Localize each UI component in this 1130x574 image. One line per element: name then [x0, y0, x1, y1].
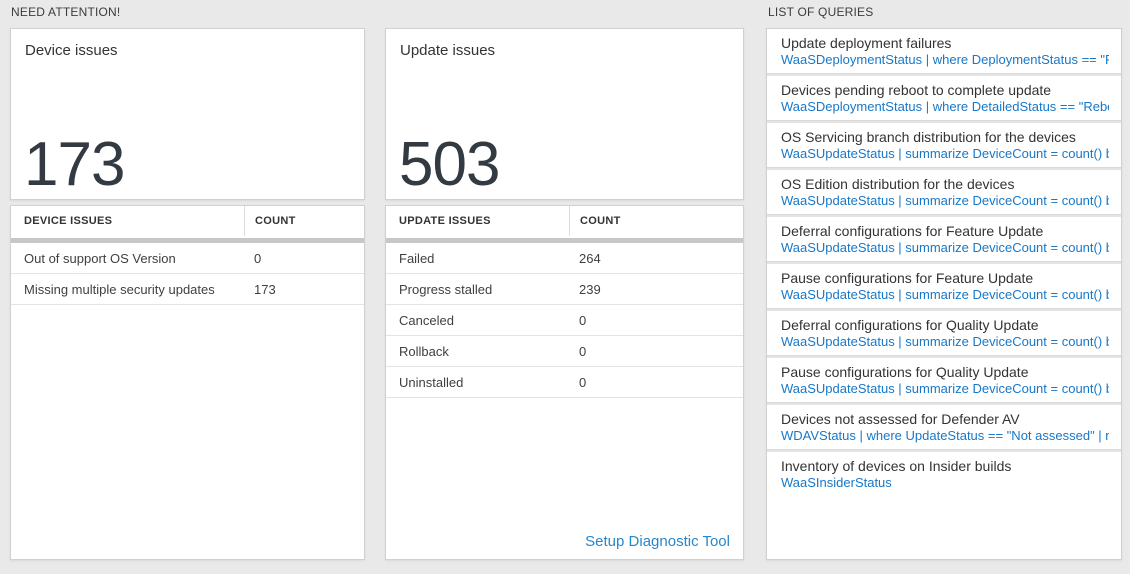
query-list-entry: Devices pending reboot to complete updat…: [767, 76, 1121, 123]
query-list-item[interactable]: Devices not assessed for Defender AV WDA…: [767, 405, 1121, 449]
query-text: WaaSUpdateStatus | summarize DeviceCount…: [781, 146, 1109, 161]
divider: [767, 261, 1121, 264]
device-issues-table-body: Out of support OS Version 0 Missing mult…: [11, 243, 364, 305]
table-row[interactable]: Failed 264: [386, 243, 743, 274]
query-text: WaaSUpdateStatus | summarize DeviceCount…: [781, 381, 1109, 396]
update-issues-column-header: UPDATE ISSUES: [399, 215, 491, 227]
device-issues-title: Device issues: [25, 42, 118, 59]
row-count: 0: [254, 250, 262, 266]
query-list: Update deployment failures WaaSDeploymen…: [767, 29, 1121, 559]
table-row[interactable]: Missing multiple security updates 173: [11, 274, 364, 305]
query-list-item[interactable]: Pause configurations for Feature Update …: [767, 264, 1121, 308]
table-header-separator: [386, 238, 743, 243]
table-row[interactable]: Uninstalled 0: [386, 367, 743, 398]
table-row[interactable]: Progress stalled 239: [386, 274, 743, 305]
query-list-item[interactable]: OS Servicing branch distribution for the…: [767, 123, 1121, 167]
query-title: Devices pending reboot to complete updat…: [781, 82, 1052, 98]
query-list-entry: Update deployment failures WaaSDeploymen…: [767, 29, 1121, 76]
query-list-entry: Devices not assessed for Defender AV WDA…: [767, 405, 1121, 452]
table-header-separator: [11, 238, 364, 243]
query-title: Devices not assessed for Defender AV: [781, 411, 1020, 427]
row-label: Failed: [399, 250, 435, 266]
query-title: Inventory of devices on Insider builds: [781, 458, 1012, 474]
query-list-item[interactable]: Devices pending reboot to complete updat…: [767, 76, 1121, 120]
row-label: Rollback: [399, 343, 449, 359]
row-label: Uninstalled: [399, 374, 464, 390]
count-column-header: COUNT: [569, 206, 743, 236]
query-list-item[interactable]: Inventory of devices on Insider builds W…: [767, 452, 1121, 496]
query-text: WDAVStatus | where UpdateStatus == "Not …: [781, 428, 1109, 443]
row-count: 239: [579, 281, 601, 297]
row-count: 0: [579, 343, 587, 359]
row-count: 0: [579, 312, 587, 328]
query-text: WaaSDeploymentStatus | where DetailedSta…: [781, 99, 1109, 114]
query-list-item[interactable]: Pause configurations for Quality Update …: [767, 358, 1121, 402]
row-count: 264: [579, 250, 601, 266]
update-issues-count: 503: [399, 130, 500, 199]
query-title: Pause configurations for Feature Update: [781, 270, 1034, 286]
row-label: Progress stalled: [399, 281, 493, 297]
query-title: Deferral configurations for Quality Upda…: [781, 317, 1039, 333]
row-count: 0: [579, 374, 587, 390]
query-text: WaaSInsiderStatus: [781, 475, 892, 490]
query-list-entry: Inventory of devices on Insider builds W…: [767, 452, 1121, 496]
divider: [767, 73, 1121, 76]
query-list-card: Update deployment failures WaaSDeploymen…: [766, 28, 1122, 560]
table-row[interactable]: Canceled 0: [386, 305, 743, 336]
update-issues-tile[interactable]: Update issues 503: [385, 28, 744, 200]
query-list-item[interactable]: Update deployment failures WaaSDeploymen…: [767, 29, 1121, 73]
setup-diagnostic-tool-link[interactable]: Setup Diagnostic Tool: [585, 533, 730, 550]
query-list-item[interactable]: Deferral configurations for Feature Upda…: [767, 217, 1121, 261]
divider: [767, 167, 1121, 170]
query-text: WaaSUpdateStatus | summarize DeviceCount…: [781, 240, 1109, 255]
device-issues-table: DEVICE ISSUES COUNT Out of support OS Ve…: [10, 205, 365, 560]
query-title: Update deployment failures: [781, 35, 952, 51]
update-issues-table: UPDATE ISSUES COUNT Failed 264 Progress …: [385, 205, 744, 560]
query-list-entry: Pause configurations for Quality Update …: [767, 358, 1121, 405]
query-list-entry: Pause configurations for Feature Update …: [767, 264, 1121, 311]
query-list-entry: Deferral configurations for Quality Upda…: [767, 311, 1121, 358]
divider: [767, 449, 1121, 452]
query-list-item[interactable]: Deferral configurations for Quality Upda…: [767, 311, 1121, 355]
query-text: WaaSUpdateStatus | summarize DeviceCount…: [781, 334, 1109, 349]
divider: [767, 355, 1121, 358]
table-row[interactable]: Out of support OS Version 0: [11, 243, 364, 274]
divider: [767, 402, 1121, 405]
row-count: 173: [254, 281, 276, 297]
need-attention-header: NEED ATTENTION!: [11, 5, 121, 19]
row-label: Canceled: [399, 312, 454, 328]
query-text: WaaSUpdateStatus | summarize DeviceCount…: [781, 287, 1109, 302]
divider: [767, 214, 1121, 217]
query-list-entry: OS Servicing branch distribution for the…: [767, 123, 1121, 170]
query-text: WaaSDeploymentStatus | where DeploymentS…: [781, 52, 1109, 67]
query-text: WaaSUpdateStatus | summarize DeviceCount…: [781, 193, 1109, 208]
device-table-header: DEVICE ISSUES COUNT: [11, 206, 364, 236]
update-issues-title: Update issues: [400, 42, 496, 59]
query-list-entry: OS Edition distribution for the devices …: [767, 170, 1121, 217]
query-title: OS Servicing branch distribution for the…: [781, 129, 1076, 145]
count-column-header: COUNT: [244, 206, 364, 236]
update-table-header: UPDATE ISSUES COUNT: [386, 206, 743, 236]
row-label: Out of support OS Version: [24, 250, 176, 266]
device-issues-tile[interactable]: Device issues 173: [10, 28, 365, 200]
divider: [767, 120, 1121, 123]
list-of-queries-header: LIST OF QUERIES: [768, 5, 874, 19]
device-issues-column-header: DEVICE ISSUES: [24, 215, 113, 227]
query-title: OS Edition distribution for the devices: [781, 176, 1015, 192]
divider: [767, 308, 1121, 311]
table-row[interactable]: Rollback 0: [386, 336, 743, 367]
query-list-entry: Deferral configurations for Feature Upda…: [767, 217, 1121, 264]
query-title: Pause configurations for Quality Update: [781, 364, 1029, 380]
update-issues-table-body: Failed 264 Progress stalled 239 Canceled…: [386, 243, 743, 398]
query-list-item[interactable]: OS Edition distribution for the devices …: [767, 170, 1121, 214]
query-title: Deferral configurations for Feature Upda…: [781, 223, 1044, 239]
device-issues-count: 173: [24, 130, 125, 199]
row-label: Missing multiple security updates: [24, 281, 215, 297]
